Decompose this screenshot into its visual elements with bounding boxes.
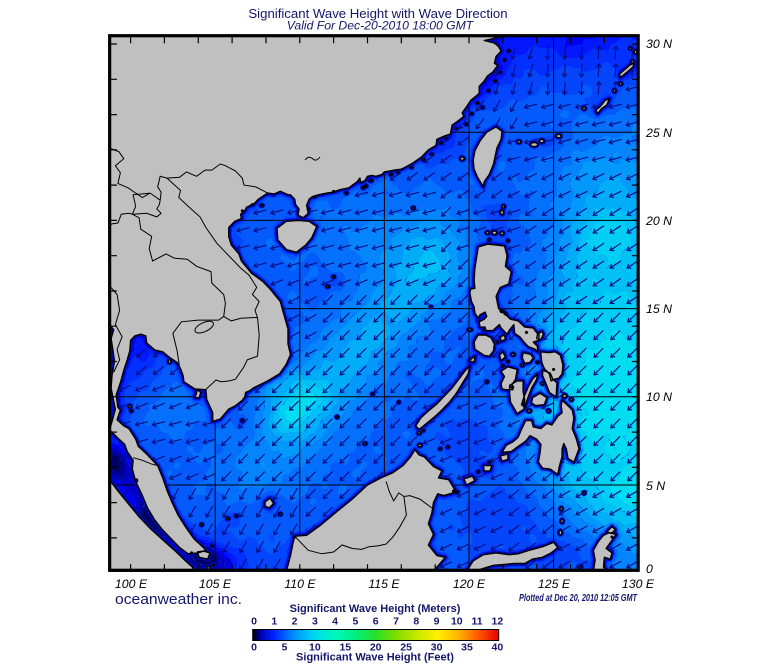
svg-text:5: 5 [352,616,358,628]
svg-text:3: 3 [312,616,318,628]
svg-text:25 N: 25 N [645,126,672,140]
svg-text:130 E: 130 E [622,577,655,591]
svg-text:Valid For Dec-20-2010 18:00 GM: Valid For Dec-20-2010 18:00 GMT [287,19,475,33]
svg-text:105 E: 105 E [199,577,232,591]
svg-text:20: 20 [370,642,382,654]
svg-text:0: 0 [646,562,653,576]
svg-text:11: 11 [472,616,483,628]
svg-text:2: 2 [292,616,298,628]
svg-text:5 N: 5 N [646,479,665,493]
svg-text:Plotted at Dec 20, 2010 12:05: Plotted at Dec 20, 2010 12:05 GMT [519,593,638,604]
svg-text:15 N: 15 N [646,302,672,316]
svg-text:25: 25 [400,642,412,654]
svg-text:oceanweather inc.: oceanweather inc. [115,592,242,608]
svg-text:7: 7 [393,616,399,628]
svg-text:10: 10 [451,616,463,628]
svg-text:Significant Wave Height (Meter: Significant Wave Height (Meters) [290,603,461,615]
svg-text:0: 0 [251,642,257,654]
svg-text:4: 4 [332,616,338,628]
svg-text:30: 30 [431,642,443,654]
svg-text:6: 6 [373,616,379,628]
svg-text:10 N: 10 N [646,390,672,404]
svg-text:5: 5 [281,642,287,654]
svg-text:110 E: 110 E [284,577,316,591]
svg-text:9: 9 [434,616,440,628]
svg-text:35: 35 [461,642,473,654]
svg-text:120 E: 120 E [453,577,486,591]
svg-text:1: 1 [271,616,277,628]
svg-text:40: 40 [492,642,504,654]
svg-text:0: 0 [251,616,257,628]
svg-text:12: 12 [492,616,504,628]
svg-text:8: 8 [413,616,419,628]
svg-text:10: 10 [309,642,321,654]
svg-text:125 E: 125 E [538,577,571,591]
svg-text:20 N: 20 N [645,214,672,228]
svg-text:115 E: 115 E [368,577,400,591]
svg-text:30 N: 30 N [646,37,672,51]
svg-text:100 E: 100 E [115,577,148,591]
svg-text:Significant Wave Height with W: Significant Wave Height with Wave Direct… [248,6,507,21]
svg-text:15: 15 [339,642,351,654]
svg-text:Significant Wave Height (Feet): Significant Wave Height (Feet) [296,652,454,664]
